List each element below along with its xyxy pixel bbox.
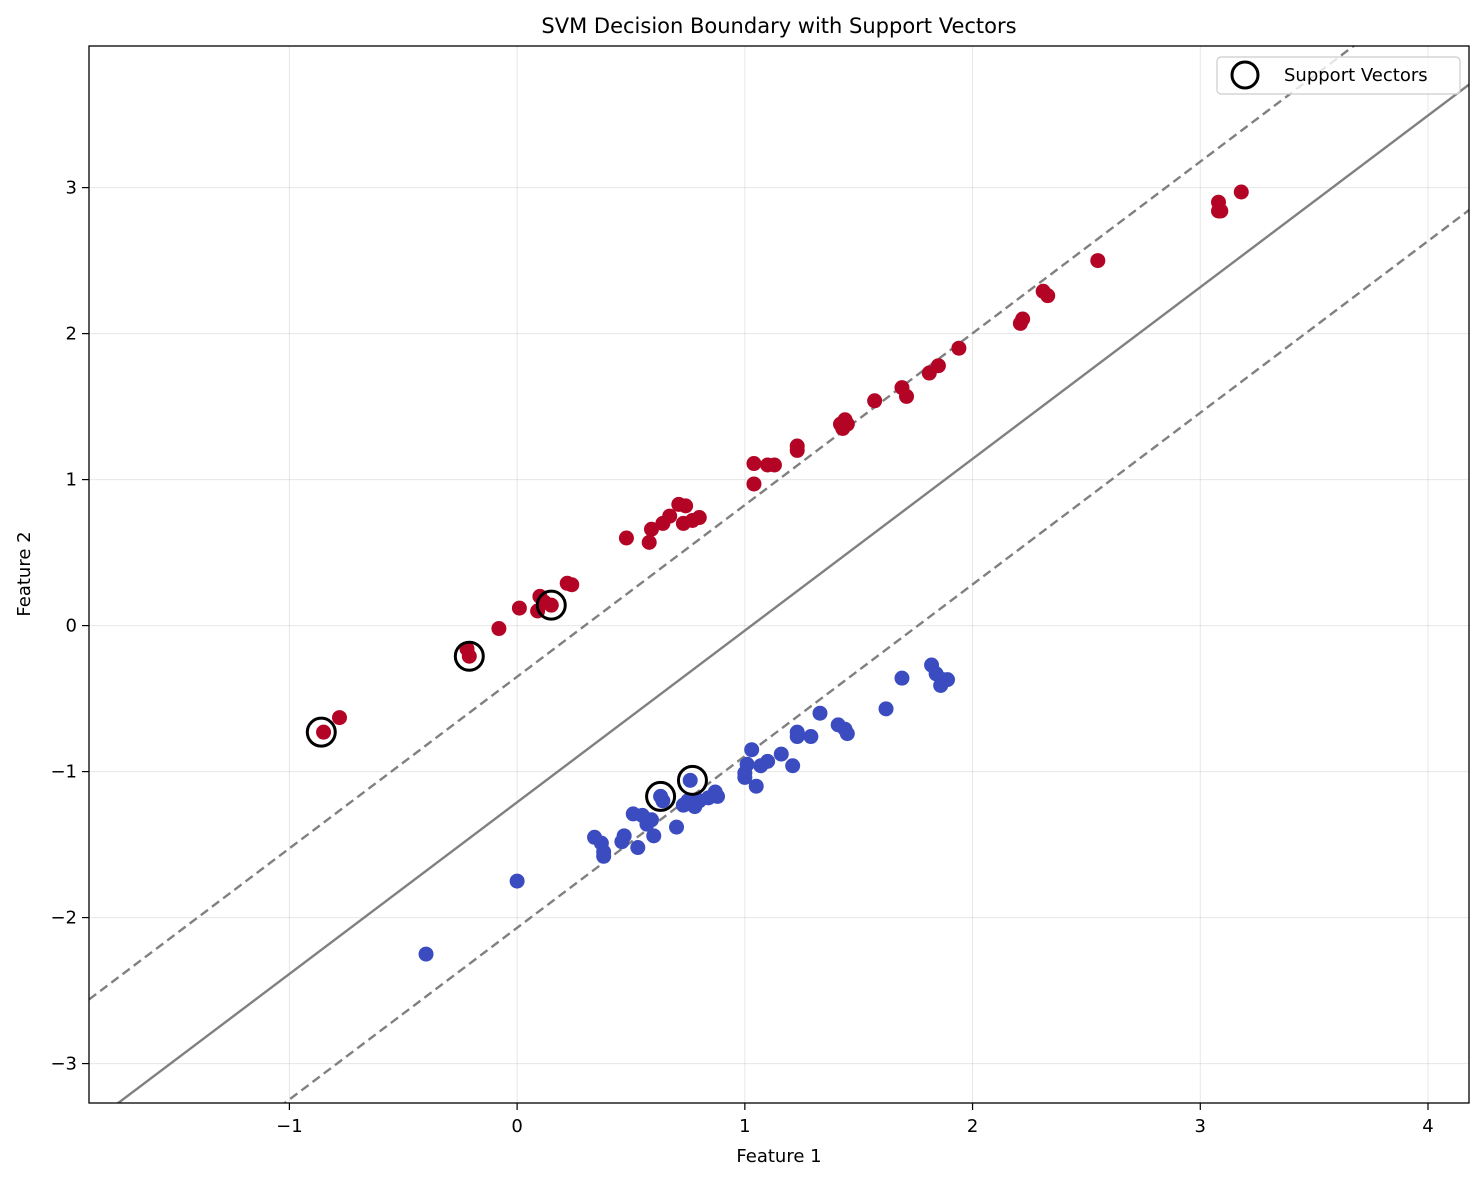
scatter-point [789,729,805,745]
support-vector-circle [645,780,677,812]
scatter-point [331,710,347,726]
scatter-point [1233,184,1249,200]
y-tick-label: 2 [66,324,77,345]
x-tick-label: 0 [511,1116,522,1137]
scatter-point [543,597,559,613]
scatter-point [618,530,634,546]
scatter-point [1015,311,1031,327]
scatter-point [691,510,707,526]
support-vector-circle [453,640,485,672]
support-vector-markers [305,589,708,812]
x-tick-label: −1 [276,1116,303,1137]
scatter-point [839,416,855,432]
scatter-point [894,670,910,686]
scatter-point [646,828,662,844]
scatter-point [737,769,753,785]
scatter-point [773,746,789,762]
scatter-point [643,521,659,537]
scatter-point [940,672,956,688]
scatter-point [461,648,477,664]
x-tick-label: 3 [1195,1116,1206,1137]
y-tick-label: 3 [66,178,77,199]
y-tick-label: −2 [50,908,77,929]
scatter-point [785,758,801,774]
scatter-point [316,724,332,740]
scatter-point [867,393,883,409]
y-axis-label: Feature 2 [14,531,35,616]
data-points [316,184,1249,962]
scatter-point [678,498,694,514]
scatter-point [739,756,755,772]
support-vector-circle [535,589,567,621]
boundary-lines [89,46,1469,1103]
scatter-point [812,705,828,721]
scatter-point [803,729,819,745]
scatter-point [616,828,632,844]
scatter-point [662,508,678,524]
support-vector-circle [305,716,337,748]
legend-label-support-vectors: Support Vectors [1284,65,1428,86]
scatter-point [746,476,762,492]
scatter-point [669,819,685,835]
scatter-point [491,621,507,637]
legend-support-vector-marker [1230,60,1260,90]
grid [89,46,1469,1103]
scatter-point [564,577,580,593]
scatter-point [789,442,805,458]
scatter-point [1213,203,1229,219]
x-tick-label: 2 [967,1116,978,1137]
scatter-point [930,358,946,374]
chart-title: SVM Decision Boundary with Support Vecto… [541,14,1016,38]
scatter-point [596,848,612,864]
scatter-point [511,600,527,616]
scatter-point [655,793,671,809]
scatter-point [643,812,659,828]
scatter-point [878,701,894,717]
y-tick-label: −1 [50,762,77,783]
x-tick-label: 4 [1422,1116,1433,1137]
scatter-point [1040,288,1056,304]
scatter-point [760,753,776,769]
x-axis-label: Feature 1 [736,1146,821,1167]
scatter-point [748,778,764,794]
margin-line [282,209,1469,1103]
scatter-point [418,946,434,962]
scatter-point [682,772,698,788]
decision-boundary-line [116,83,1469,1103]
scatter-point [630,840,646,856]
axis-ticks: −1 0 1 2 3 4 −3 −2 −1 0 1 2 3 [50,178,1433,1137]
legend: Support Vectors [1216,56,1461,95]
legend-box [1216,56,1461,95]
x-tick-label: 1 [739,1116,750,1137]
scatter-point [899,388,915,404]
y-tick-label: −3 [50,1054,77,1075]
y-tick-label: 0 [66,616,77,637]
support-vector-circle [676,764,708,796]
scatter-point [744,742,760,758]
scatter-point [710,788,726,804]
scatter-point [951,340,967,356]
scatter-point [839,726,855,742]
margin-line [89,46,1356,1001]
scatter-point [1090,253,1106,269]
scatter-point [509,873,525,889]
plot-frame [88,45,1470,1104]
scatter-point [766,457,782,473]
scatter-point [746,456,762,472]
scatter-point [641,534,657,550]
y-tick-label: 1 [66,470,77,491]
